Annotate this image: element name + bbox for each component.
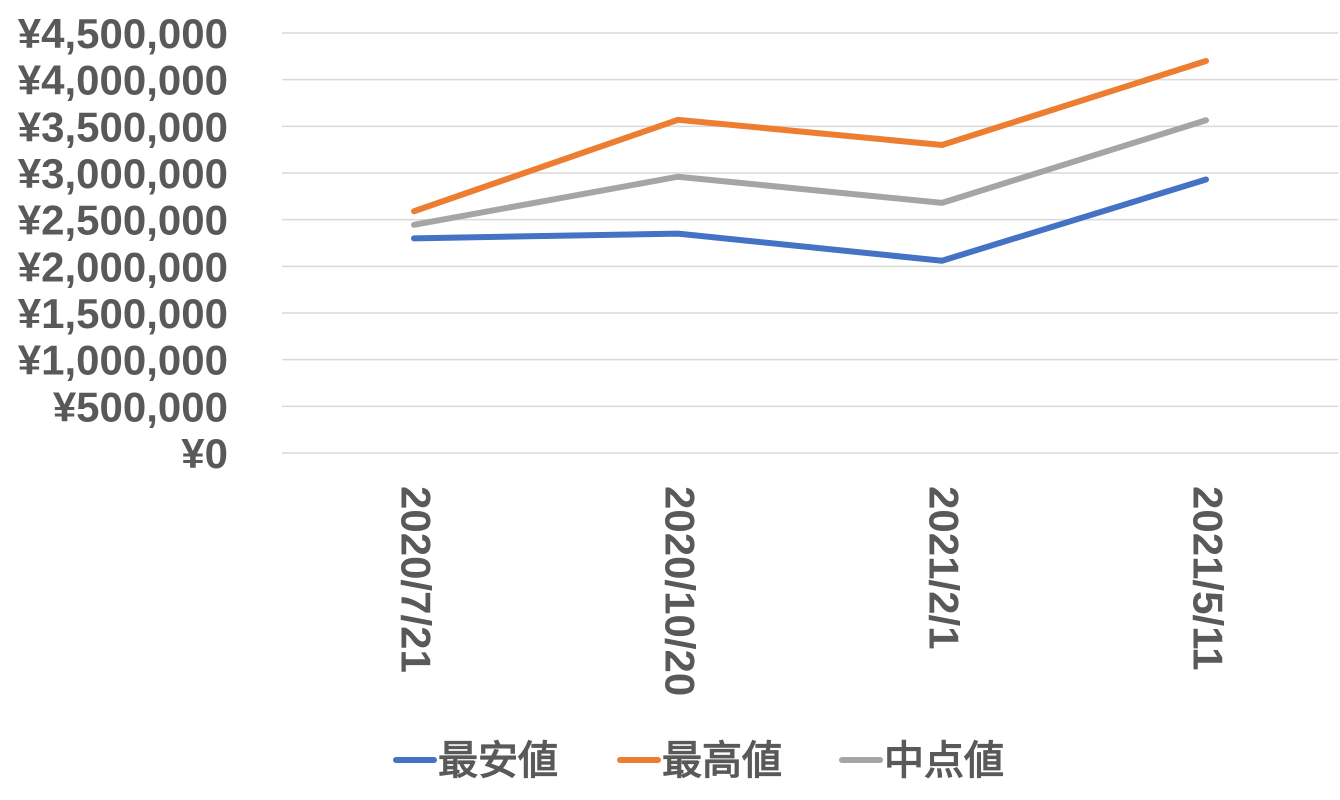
y-axis-tick-labels: ¥0¥500,000¥1,000,000¥1,500,000¥2,000,000… bbox=[18, 10, 228, 477]
gridlines bbox=[282, 32, 1338, 454]
x-axis-tick-labels: 2020/7/21 2020/10/20 2021/2/1 2021/5/11 bbox=[393, 486, 1232, 696]
x-tick-label: 2020/10/20 bbox=[657, 486, 704, 696]
y-tick-label: ¥4,500,000 bbox=[18, 10, 228, 57]
y-tick-label: ¥2,000,000 bbox=[18, 243, 228, 290]
legend: 最安値 最高値 中点値 bbox=[393, 738, 1004, 784]
x-tick-label: 2021/5/11 bbox=[1185, 486, 1232, 671]
x-tick-label: 2021/2/1 bbox=[921, 486, 968, 650]
y-tick-label: ¥3,500,000 bbox=[18, 103, 228, 150]
series-line-0 bbox=[411, 176, 1209, 264]
legend-label: 中点値 bbox=[884, 738, 1004, 784]
x-tick-label: 2020/7/21 bbox=[393, 486, 440, 673]
y-tick-label: ¥3,000,000 bbox=[18, 150, 228, 197]
legend-label: 最安値 bbox=[438, 738, 558, 784]
y-tick-label: ¥2,500,000 bbox=[18, 197, 228, 244]
y-tick-label: ¥4,000,000 bbox=[18, 57, 228, 104]
y-tick-label: ¥1,000,000 bbox=[18, 337, 228, 384]
series-lines bbox=[411, 58, 1209, 264]
series-line-2 bbox=[411, 117, 1209, 228]
series-line-1 bbox=[411, 58, 1209, 215]
y-tick-label: ¥0 bbox=[181, 430, 228, 477]
y-tick-label: ¥500,000 bbox=[53, 383, 228, 430]
legend-label: 最高値 bbox=[662, 738, 782, 784]
y-tick-label: ¥1,500,000 bbox=[18, 290, 228, 337]
